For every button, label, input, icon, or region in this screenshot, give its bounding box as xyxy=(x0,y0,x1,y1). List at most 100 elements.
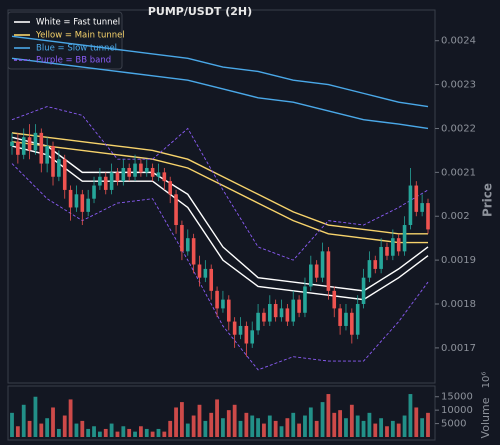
candle-body xyxy=(391,238,395,256)
candle-body xyxy=(80,194,85,212)
chart-title: PUMP/USDT (2H) xyxy=(148,5,252,18)
candle-body xyxy=(250,330,255,344)
tunnel-line xyxy=(11,35,429,108)
candle-body xyxy=(10,141,14,147)
candle-body xyxy=(185,238,190,252)
candle-body xyxy=(33,132,38,151)
candle-body xyxy=(209,268,214,291)
volume-bar xyxy=(103,428,108,437)
volume-bar xyxy=(308,407,313,437)
candle-body xyxy=(68,189,73,208)
legend-label: Blue = Slow tunnel xyxy=(36,44,117,54)
candle-body xyxy=(361,277,366,305)
volume-bar xyxy=(314,420,319,437)
candle-body xyxy=(408,185,413,226)
legend-label: White = Fast tunnel xyxy=(36,18,120,28)
candle-body xyxy=(344,312,348,326)
candle-body xyxy=(21,137,26,155)
candle-body xyxy=(86,198,90,212)
offset-text: 10⁶ xyxy=(481,372,492,389)
candle-body xyxy=(262,312,266,322)
candle-body xyxy=(379,246,383,269)
candle-body xyxy=(314,264,319,278)
volume-bar xyxy=(74,423,79,437)
candle-body xyxy=(203,268,208,278)
volume-bar xyxy=(232,404,237,437)
candle-body xyxy=(268,304,272,322)
volume-bar xyxy=(320,402,325,437)
volume-bar xyxy=(174,407,178,437)
volume-bar xyxy=(297,423,301,437)
volume-bar xyxy=(267,415,272,437)
candle-body xyxy=(27,137,32,151)
y-axis-label: Price xyxy=(481,183,495,217)
candle-body xyxy=(115,172,120,182)
volume-bar xyxy=(285,418,290,437)
volume-bar xyxy=(414,407,419,437)
tunnel-line xyxy=(11,140,428,244)
legend-label: Yellow = Main tunnel xyxy=(35,31,125,41)
y-tick-label: 0.0017 xyxy=(441,343,476,354)
volume-bar xyxy=(185,423,190,437)
volume-bar xyxy=(326,394,331,437)
volume-bar xyxy=(68,399,73,437)
volume-bar xyxy=(203,420,208,437)
candle-body xyxy=(215,290,219,309)
candle-body xyxy=(197,264,202,278)
candle-body xyxy=(133,163,137,177)
volume-bar xyxy=(355,415,360,437)
tunnel-line xyxy=(11,132,428,235)
volume-bar xyxy=(62,415,67,437)
volume-bar xyxy=(121,426,126,437)
candle-body xyxy=(326,251,331,291)
volume-bar xyxy=(144,428,149,437)
volume-bar xyxy=(56,428,61,437)
y-tick-label: 0.0021 xyxy=(441,167,476,178)
volume-bar xyxy=(86,428,91,437)
volume-bar xyxy=(209,412,214,437)
volume-bar xyxy=(279,426,284,437)
volume-bar xyxy=(390,420,395,437)
candle-body xyxy=(285,308,290,322)
volume-bar xyxy=(426,412,430,437)
volume-bar xyxy=(197,404,202,437)
tunnel-line xyxy=(11,57,429,130)
volume-bar xyxy=(33,396,38,437)
volume-bar xyxy=(250,415,255,437)
candle-body xyxy=(350,312,354,335)
candle-body xyxy=(338,308,342,326)
candle-body xyxy=(139,163,143,173)
candle-body xyxy=(332,290,337,309)
volume-bar xyxy=(180,402,184,437)
candle-body xyxy=(420,203,424,212)
volume-bar xyxy=(303,415,307,437)
candle-body xyxy=(396,238,401,252)
volume-bar xyxy=(338,410,343,437)
y-tick-label: 0.0022 xyxy=(441,123,476,134)
volume-bar xyxy=(133,431,137,437)
volume-bar xyxy=(367,412,372,437)
candle-body xyxy=(92,185,96,199)
candle-body xyxy=(180,225,184,252)
candle-body xyxy=(232,321,237,335)
volume-bar xyxy=(420,418,425,437)
y-tick-label: 0.0024 xyxy=(441,36,476,47)
candle-body xyxy=(16,141,20,155)
volume-bar xyxy=(27,420,32,437)
volume-bar xyxy=(226,410,231,437)
y-tick-label: 10000 xyxy=(441,405,473,416)
legend xyxy=(7,11,123,70)
volume-bar xyxy=(139,426,143,437)
volume-bar xyxy=(168,420,173,437)
volume-bar xyxy=(51,407,55,437)
candle-body xyxy=(57,159,61,177)
candle-body xyxy=(109,172,114,190)
volume-frame xyxy=(7,385,436,441)
volume-bar xyxy=(156,428,161,437)
volume-bar xyxy=(221,418,225,437)
candle-body xyxy=(320,251,325,278)
candle-body xyxy=(297,299,301,313)
candle-body xyxy=(402,225,407,252)
volume-bar xyxy=(39,423,44,437)
